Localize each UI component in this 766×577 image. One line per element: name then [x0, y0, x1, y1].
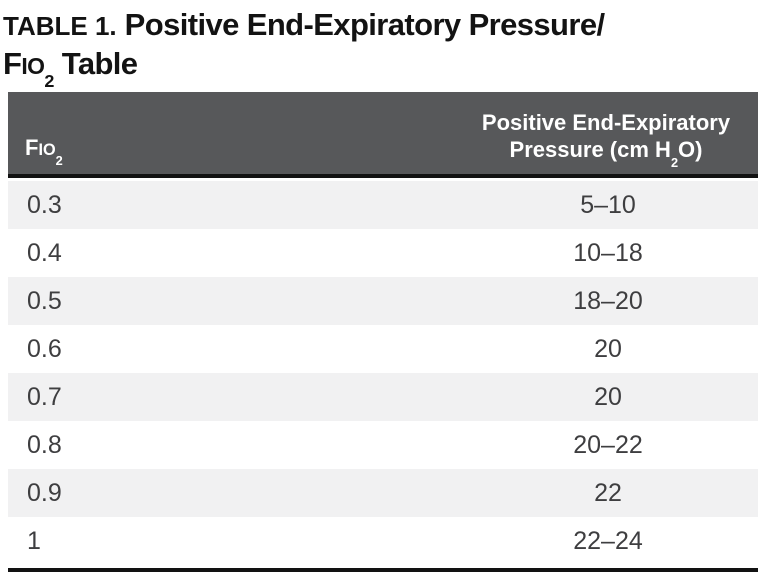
peep-value: 22 [594, 478, 622, 507]
title-line2-rest: Table [53, 46, 138, 81]
peep-value: 10–18 [573, 238, 643, 267]
fio2-subscript: 2 [55, 152, 63, 168]
fio2-value: 0.4 [27, 238, 62, 267]
table-row: 0.5 18–20 [8, 277, 758, 325]
fio2-value: 0.7 [27, 382, 62, 411]
peep-fio2-table: FIO2 Positive End-Expiratory Pressure (c… [8, 92, 758, 572]
fio2-value: 0.8 [27, 430, 62, 459]
fio2-value: 1 [27, 526, 41, 555]
table-row: 0.9 22 [8, 469, 758, 517]
table-row: 0.6 20 [8, 325, 758, 373]
peep-value: 20 [594, 382, 622, 411]
table-bottom-rule [8, 568, 758, 572]
fio2-io: IO [21, 53, 45, 79]
fio2-value: 0.5 [27, 286, 62, 315]
table-body: 0.3 5–10 0.4 10–18 0.5 18–20 0.6 20 0.7 … [8, 181, 758, 565]
peep-header-line2-post: O) [678, 137, 703, 162]
peep-value: 20–22 [573, 430, 643, 459]
fio2-f: F [3, 46, 22, 81]
table-title: TABLE 1. Positive End-Expiratory Pressur… [0, 0, 766, 90]
fio2-value: 0.6 [27, 334, 62, 363]
peep-value: 22–24 [573, 526, 643, 555]
fio2-subscript: 2 [44, 71, 54, 92]
table-row: 1 22–24 [8, 517, 758, 565]
table-row: 0.7 20 [8, 373, 758, 421]
peep-header-line2: Pressure (cm H2O) [509, 137, 703, 169]
table-row: 0.8 20–22 [8, 421, 758, 469]
table-number-label: TABLE 1. [3, 11, 117, 41]
fio2-io: IO [38, 141, 56, 159]
title-line1: Positive End-Expiratory Pressure/ [124, 7, 605, 42]
peep-value: 18–20 [573, 286, 643, 315]
peep-header-line1: Positive End-Expiratory [481, 110, 731, 135]
peep-header-line2-pre: Pressure (cm H [509, 137, 671, 162]
table-row: 0.3 5–10 [8, 181, 758, 229]
table-row: 0.4 10–18 [8, 229, 758, 277]
fio2-f: F [25, 135, 39, 160]
table-header-row: FIO2 Positive End-Expiratory Pressure (c… [8, 92, 758, 178]
fio2-value: 0.9 [27, 478, 62, 507]
peep-value: 20 [594, 334, 622, 363]
column-header-fio2: FIO2 [8, 135, 458, 174]
column-header-peep: Positive End-Expiratory Pressure (cm H2O… [458, 109, 758, 174]
title-line2: FIO2 Table [3, 46, 138, 90]
fio2-value: 0.3 [27, 190, 62, 219]
h2o-subscript: 2 [670, 154, 679, 170]
peep-value: 5–10 [580, 190, 636, 219]
